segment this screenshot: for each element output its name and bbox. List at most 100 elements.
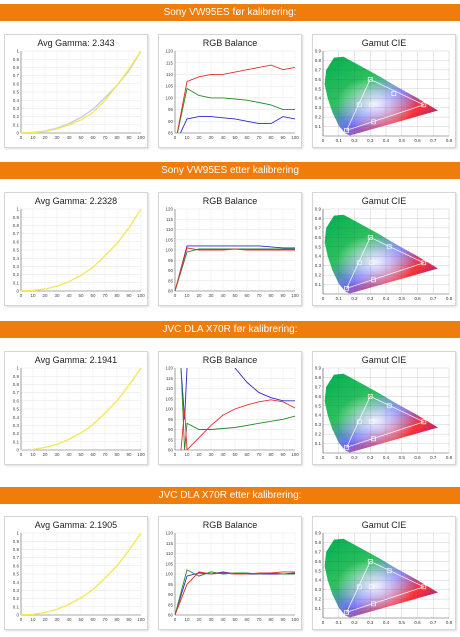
x-tick-label: 0: [322, 455, 325, 460]
x-tick-label: 50: [78, 452, 84, 457]
y-tick-label: 120: [165, 49, 173, 54]
y-tick-label: 0.7: [315, 225, 322, 230]
y-tick-label: 110: [166, 227, 174, 232]
y-tick-label: 0.2: [13, 272, 20, 277]
y-tick-label: 0.8: [13, 223, 20, 228]
gamut-marker: [421, 260, 427, 266]
y-tick-label: 105: [165, 561, 173, 566]
x-tick-label: 30: [208, 452, 214, 457]
y-tick-label: 0.9: [315, 366, 322, 371]
y-tick-label: 0.5: [315, 568, 322, 573]
x-tick-label: 60: [90, 135, 96, 140]
y-tick-label: 0.8: [13, 547, 20, 552]
gamut-marker: [356, 260, 362, 266]
rgb-chart-svg: RGB Balance 80 85 90 95 100 105 110 115 120 0 10 20…: [165, 520, 299, 622]
y-tick-label: 0.3: [13, 106, 20, 111]
y-tick-label: 0.8: [13, 65, 20, 70]
x-tick-label: 100: [137, 135, 145, 140]
y-tick-label: 0.1: [315, 441, 322, 446]
y-tick-label: 0.9: [13, 374, 20, 379]
series-line-b: [179, 116, 295, 133]
x-tick-label: 20: [196, 135, 202, 140]
x-tick-label: 90: [126, 135, 132, 140]
x-tick-label: 0.3: [367, 138, 374, 143]
x-tick-label: 80: [268, 617, 274, 622]
x-tick-label: 40: [220, 617, 226, 622]
rgb-balance-chart: RGB Balance 85 90 95 100 105 110 115 120 0 10 20 30…: [158, 34, 302, 148]
y-tick-label: 95: [168, 417, 174, 422]
y-tick-label: 0: [16, 613, 19, 618]
x-tick-label: 30: [54, 135, 60, 140]
gamut-marker: [344, 127, 349, 133]
rgb-balance-chart: RGB Balance 80 85 90 95 100 105 110 115 120 0 10 20…: [158, 192, 302, 306]
x-tick-label: 70: [256, 617, 262, 622]
x-tick-label: 100: [137, 293, 145, 298]
gamut-marker: [391, 91, 397, 96]
y-tick-label: 0.1: [13, 604, 20, 609]
y-tick-label: 0.3: [315, 422, 322, 427]
x-tick-label: 0: [20, 452, 23, 457]
x-tick-label: 100: [291, 293, 299, 298]
y-tick-label: 0.3: [13, 423, 20, 428]
y-tick-label: 1: [16, 531, 19, 536]
x-tick-label: 40: [220, 293, 226, 298]
x-tick-label: 10: [184, 135, 190, 140]
x-tick-label: 90: [126, 452, 132, 457]
gamut-triangle: [345, 560, 425, 613]
y-tick-label: 0.2: [315, 597, 322, 602]
x-tick-label: 20: [42, 293, 48, 298]
gamma-chart-svg: Avg Gamma: 2.1905 0 0.1 0.2 0.3 0.4 0.5 0.6 0.7…: [13, 520, 146, 622]
y-tick-label: 0.7: [315, 549, 322, 554]
y-tick-label: 0.4: [13, 415, 20, 420]
gamma-chart: Avg Gamma: 2.1941 0 0.1 0.2 0.3 0.4 0.5 0.6 0.7…: [4, 351, 148, 465]
chart-title: Avg Gamma: 2.1941: [35, 355, 117, 365]
x-tick-label: 0.2: [351, 296, 358, 301]
x-tick-label: 70: [102, 293, 108, 298]
x-tick-label: 50: [232, 617, 238, 622]
gamut-marker: [371, 119, 376, 125]
x-tick-label: 0: [322, 620, 325, 625]
gamut-cie-chart: Gamut CIE 0 0.1 0.2 0.3 0.4 0.5 0.6 0.7 0.8 0.1 0.…: [312, 516, 456, 630]
x-tick-label: 0.7: [430, 620, 437, 625]
x-tick-label: 0.3: [367, 296, 374, 301]
y-tick-label: 0.3: [13, 588, 20, 593]
y-tick-label: 0.6: [315, 235, 322, 240]
x-tick-label: 20: [42, 617, 48, 622]
x-tick-label: 0.1: [336, 620, 343, 625]
y-tick-label: 0.5: [315, 86, 322, 91]
x-tick-label: 100: [137, 617, 145, 622]
x-tick-label: 70: [102, 617, 108, 622]
y-tick-label: 0.8: [13, 382, 20, 387]
x-tick-label: 40: [220, 135, 226, 140]
y-tick-label: 90: [168, 119, 174, 124]
x-tick-label: 30: [208, 293, 214, 298]
chart-title: Gamut CIE: [362, 355, 407, 365]
y-tick-label: 105: [165, 84, 173, 89]
x-tick-label: 0.7: [430, 138, 437, 143]
x-tick-label: 10: [184, 452, 190, 457]
y-tick-label: 0.2: [315, 115, 322, 120]
y-tick-label: 0.7: [13, 390, 20, 395]
series-line-measured: [21, 51, 141, 133]
x-tick-label: 60: [90, 617, 96, 622]
x-tick-label: 0: [322, 138, 325, 143]
rgb-chart-svg: RGB Balance 80 85 90 95 100 105 110 115 120 0 10 20…: [165, 196, 299, 298]
x-tick-label: 90: [280, 135, 286, 140]
x-tick-label: 50: [78, 135, 84, 140]
x-tick-label: 0.8: [446, 455, 453, 460]
y-tick-label: 0.4: [315, 413, 322, 418]
x-tick-label: 10: [30, 135, 36, 140]
gamut-triangle: [345, 78, 425, 131]
y-tick-label: 0: [16, 448, 19, 453]
y-tick-label: 0.2: [315, 273, 322, 278]
y-tick-label: 0.9: [13, 57, 20, 62]
rgb-chart-svg: RGB Balance 85 90 95 100 105 110 115 120 0 10 20 30…: [165, 38, 299, 140]
y-tick-label: 105: [165, 237, 173, 242]
gamut-marker: [386, 244, 392, 250]
y-tick-label: 90: [168, 268, 174, 273]
chart-title: Avg Gamma: 2.2328: [35, 196, 117, 206]
y-tick-label: 0.6: [13, 398, 20, 403]
x-tick-label: 90: [280, 452, 286, 457]
rgb-balance-chart: RGB Balance 80 85 90 95 100 105 110 115 120 0 10 20…: [158, 516, 302, 630]
y-tick-label: 0.9: [315, 49, 322, 54]
